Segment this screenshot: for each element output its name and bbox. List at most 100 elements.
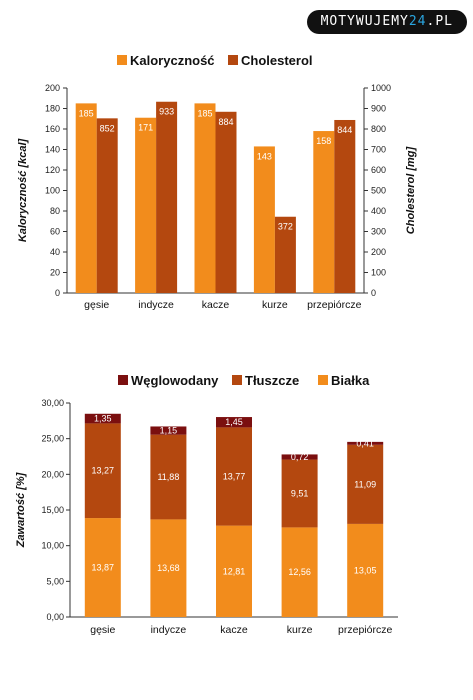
y-tick-label: 100 (45, 186, 60, 196)
data-label: 11,09 (354, 479, 376, 489)
y2-tick-label: 400 (371, 206, 386, 216)
bar-kalorycznosc (194, 103, 216, 293)
y2-tick-label: 0 (371, 288, 376, 298)
data-label: 0,72 (291, 452, 309, 462)
data-label: 844 (337, 125, 352, 135)
legend-swatch-bialka (318, 375, 328, 385)
chart-calories-cholesterol: Kaloryczność Cholesterol 0 20 40 60 80 100 120 14… (17, 53, 417, 311)
data-label: 185 (79, 108, 94, 118)
data-label: 9,51 (291, 488, 309, 498)
data-label: 13,27 (92, 466, 115, 476)
x-tick-label: gęsie (90, 624, 115, 636)
data-label: 1,45 (225, 417, 243, 427)
bar-segment-tluszcze (84, 423, 121, 519)
x-tick-label: indycze (138, 299, 174, 311)
data-label: 1,15 (160, 426, 178, 436)
data-label: 13,77 (223, 472, 246, 482)
bar-cholesterol (274, 216, 296, 293)
legend-label-weglowodany: Węglowodany (131, 373, 219, 388)
data-label: 884 (218, 117, 233, 127)
bar-segment-weglowodany (150, 426, 187, 435)
legend-swatch-tluszcze (232, 375, 242, 385)
data-label: 13,68 (157, 563, 180, 573)
bar-segment-weglowodany (281, 454, 318, 460)
y2-tick-label: 300 (371, 227, 386, 237)
logo-suffix: .PL (426, 14, 453, 29)
data-label: 933 (159, 107, 174, 117)
y-axis-title: Zawartość [%] (15, 472, 27, 548)
y-tick-label: 80 (50, 206, 60, 216)
bar-segment-weglowodany (216, 417, 252, 428)
y-tick-label: 0,00 (46, 612, 64, 622)
legend-label-cholesterol: Cholesterol (241, 53, 313, 68)
y2-tick-label: 1000 (371, 83, 391, 93)
y2-tick-label: 500 (371, 186, 386, 196)
y2-axis-title: Cholesterol [mg] (405, 146, 417, 234)
legend-label-bialka: Białka (331, 373, 370, 388)
data-label: 12,56 (288, 567, 311, 577)
bar-segment-bialka (84, 518, 121, 617)
x-tick-label: kacze (220, 624, 248, 636)
bar-cholesterol (334, 119, 356, 293)
data-label: 143 (257, 151, 272, 161)
data-label: 13,87 (92, 563, 115, 573)
y-tick-label: 40 (50, 247, 60, 257)
bar-segment-tluszcze (281, 459, 318, 528)
x-tick-label: kurze (287, 624, 313, 636)
bar-cholesterol (215, 111, 237, 293)
y-tick-label: 20,00 (41, 469, 64, 479)
site-logo: MOTYWUJEMY24.PL (306, 10, 467, 34)
data-label: 13,05 (354, 565, 377, 575)
legend-label-kalorycznosc: Kaloryczność (130, 53, 215, 68)
bar-segment-bialka (150, 519, 187, 617)
x-tick-label: przepiórcze (338, 624, 392, 636)
legend-swatch-weglowodany (118, 375, 128, 385)
bar-kalorycznosc (253, 146, 275, 293)
y2-tick-label: 800 (371, 124, 386, 134)
y-tick-label: 180 (45, 104, 60, 114)
bar-kalorycznosc (75, 103, 97, 293)
legend-swatch-cholesterol (228, 55, 238, 65)
y-tick-label: 30,00 (41, 398, 64, 408)
x-tick-label: gęsie (84, 299, 109, 311)
bar-kalorycznosc (135, 117, 157, 293)
data-label: 1,35 (94, 414, 112, 424)
data-label: 852 (100, 123, 115, 133)
y2-tick-label: 100 (371, 268, 386, 278)
x-tick-label: kacze (202, 299, 230, 311)
y2-tick-label: 200 (371, 247, 386, 257)
y-tick-label: 160 (45, 124, 60, 134)
x-tick-label: kurze (262, 299, 288, 311)
data-label: 372 (278, 222, 293, 232)
bar-segment-bialka (216, 525, 252, 617)
y-tick-label: 10,00 (41, 541, 64, 551)
legend-swatch-kalorycznosc (117, 55, 127, 65)
bar-segment-tluszcze (347, 444, 384, 524)
y2-tick-label: 700 (371, 145, 386, 155)
bar-segment-tluszcze (216, 427, 252, 526)
y-tick-label: 200 (45, 83, 60, 93)
bar-kalorycznosc (313, 131, 335, 293)
y-tick-label: 25,00 (41, 434, 64, 444)
y-tick-label: 140 (45, 145, 60, 155)
y-tick-label: 15,00 (41, 505, 64, 515)
y-tick-label: 120 (45, 165, 60, 175)
logo-main: MOTYWUJEMY (320, 14, 409, 29)
x-tick-label: przepiórcze (307, 299, 361, 311)
bar-segment-bialka (347, 523, 384, 617)
data-label: 0,41 (356, 438, 374, 448)
data-label: 185 (197, 108, 212, 118)
data-label: 12,81 (223, 566, 246, 576)
bar-cholesterol (96, 118, 118, 293)
legend-label-tluszcze: Tłuszcze (245, 373, 299, 388)
bar-segment-weglowodany (347, 441, 384, 445)
bar-segment-weglowodany (84, 413, 121, 424)
y-tick-label: 0 (55, 288, 60, 298)
y-tick-label: 5,00 (46, 576, 64, 586)
y-tick-label: 60 (50, 227, 60, 237)
y-tick-label: 20 (50, 268, 60, 278)
y2-tick-label: 900 (371, 104, 386, 114)
logo-accent: 24 (408, 14, 427, 29)
bar-segment-bialka (281, 527, 318, 617)
